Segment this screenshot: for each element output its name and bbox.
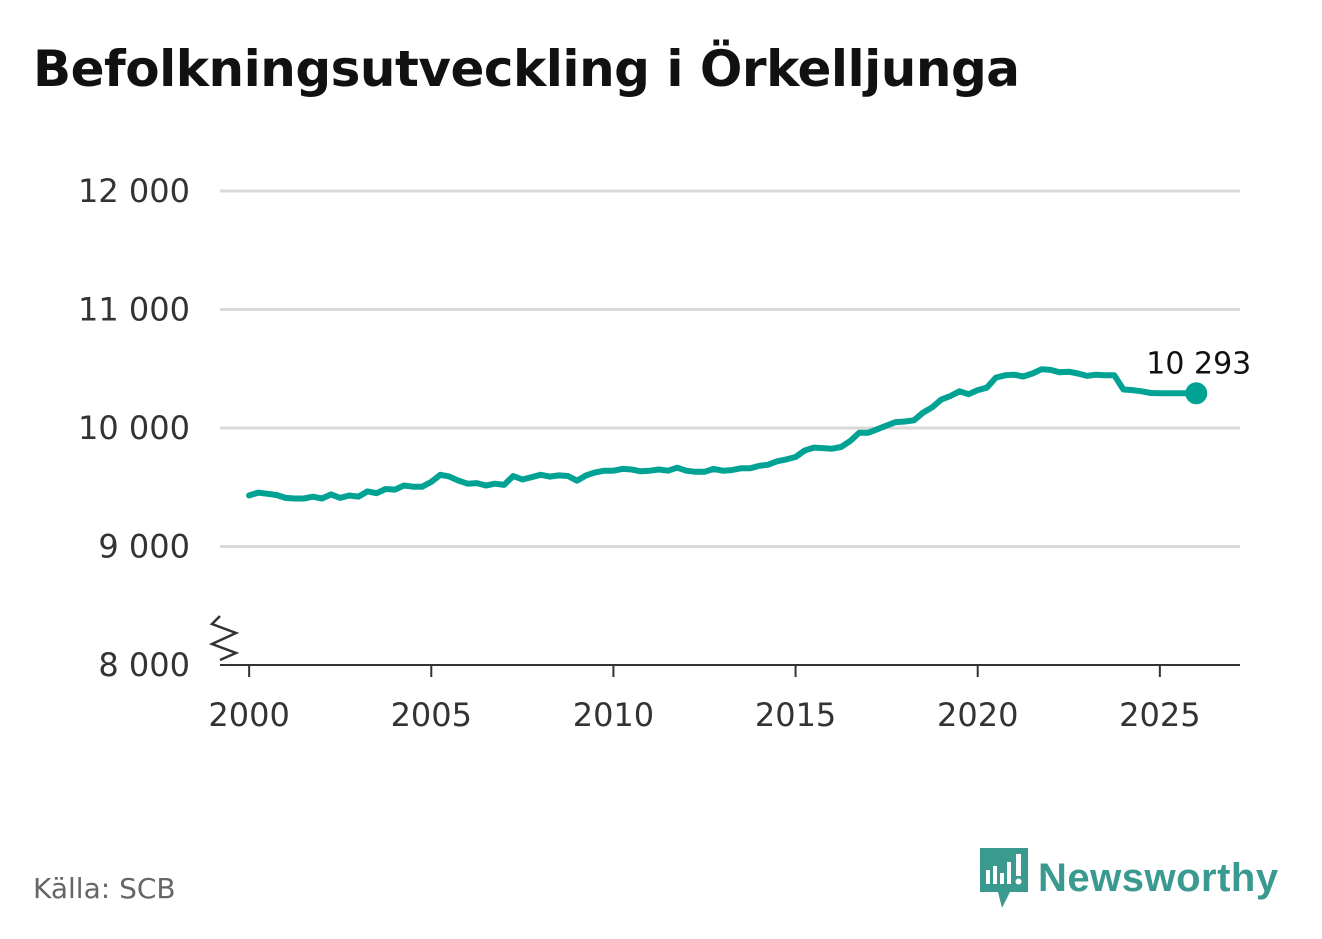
x-tick-label-2015: 2015 [755,696,836,734]
series-layer [246,366,1208,502]
x-tick-label-2025: 2025 [1119,696,1200,734]
x-tick-label-2020: 2020 [937,696,1018,734]
x-tick-label-2005: 2005 [391,696,472,734]
y-tick-label-8000: 8 000 [98,646,190,684]
brand-logo: Newsworthy [980,848,1279,908]
grid-layer [220,189,1240,548]
y-axis-break-icon [208,615,240,662]
page-title: Befolkningsutveckling i Örkelljunga [33,40,1020,98]
label-layer: 8 000 9 000 10 000 11 000 12 000 2000 2005 2010… [78,172,1251,734]
series-line-0 [246,366,1200,502]
series-end-point [1185,382,1208,405]
y-tick-label-9000: 9 000 [98,528,190,566]
source-note: Källa: SCB [33,872,176,905]
y-tick-label-12000: 12 000 [78,172,190,210]
x-tick-label-2000: 2000 [208,696,289,734]
end-value-label: 10 293 [1146,346,1251,381]
bar-chart-speech-bubble-icon [980,848,1028,908]
y-tick-label-11000: 11 000 [78,291,190,329]
axis-layer [208,615,1240,677]
brand-name: Newsworthy [1038,855,1279,900]
y-tick-label-10000: 10 000 [78,409,190,447]
x-tick-label-2010: 2010 [573,696,654,734]
